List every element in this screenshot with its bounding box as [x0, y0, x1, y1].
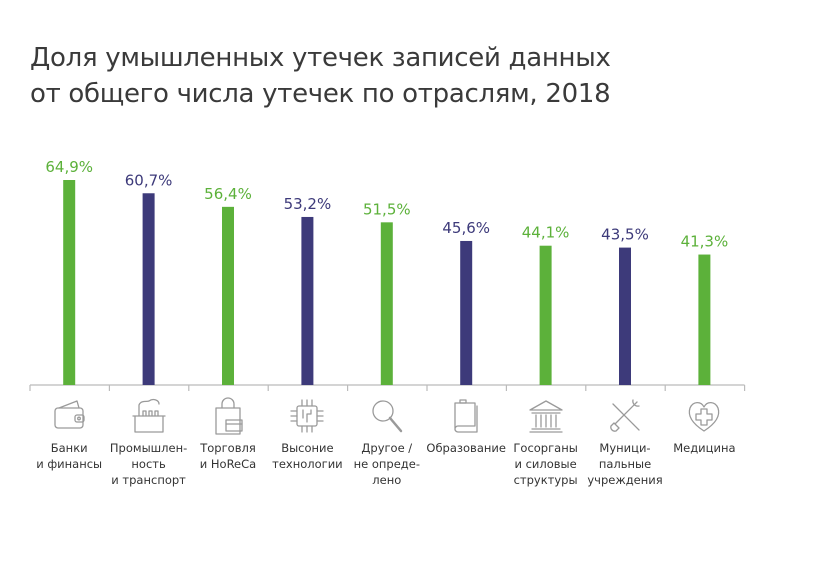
data-label: 45,6% [442, 219, 490, 237]
category-label: Банки и финансы [36, 441, 103, 471]
category-label: Другое / не опреде-лено [353, 441, 420, 487]
data-label: 56,4% [204, 185, 252, 203]
tools-icon [605, 396, 645, 436]
bar [222, 206, 234, 385]
wallet-icon [49, 396, 89, 436]
category-label: Медицина [673, 441, 736, 455]
data-label: 53,2% [284, 195, 332, 213]
book-icon [446, 396, 486, 436]
data-label: 51,5% [363, 200, 411, 218]
data-label: 64,9% [45, 158, 93, 176]
bar [301, 216, 314, 385]
chart-title: Доля умышленных утечек записей данных от … [30, 40, 611, 112]
magnifier-icon [367, 396, 407, 436]
shopping-bag-icon [208, 396, 248, 436]
bar [539, 245, 552, 385]
category-label: Промышлен-ность и транспорт [109, 441, 188, 487]
bar [142, 193, 155, 385]
bar [698, 254, 711, 385]
factory-icon [129, 396, 169, 436]
bar [63, 180, 76, 385]
bar [619, 247, 631, 385]
category-label: Торговля и HoReCa [199, 441, 257, 471]
bar [460, 240, 473, 385]
data-label: 44,1% [522, 224, 570, 242]
government-building-icon [526, 396, 566, 436]
title-line-1: Доля умышленных утечек записей данных [30, 43, 611, 73]
data-label: 60,7% [125, 171, 173, 189]
data-label: 41,3% [681, 233, 729, 251]
chip-icon [287, 396, 327, 436]
category-label: Высоние технологии [272, 441, 343, 471]
category-label: Госорганы и силовые структуры [513, 441, 578, 487]
data-label: 43,5% [601, 226, 649, 244]
category-label: Муници-пальные учреждения [587, 441, 663, 487]
title-line-2: от общего числа утечек по отраслям, 2018 [30, 79, 611, 109]
category-label: Образование [426, 441, 506, 455]
bar [380, 222, 393, 385]
heart-cross-icon [684, 396, 724, 436]
